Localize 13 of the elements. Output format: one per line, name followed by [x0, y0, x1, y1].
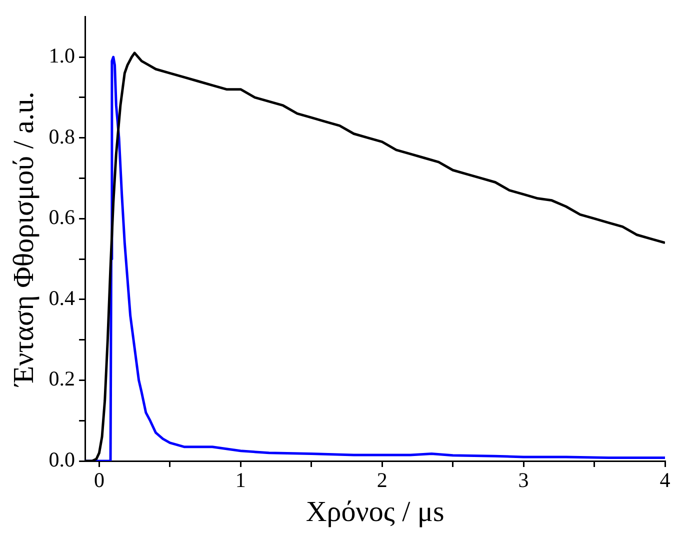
x-tick-label: 0: [94, 468, 104, 492]
x-tick-label: 4: [660, 468, 671, 492]
y-tick-label: 0.0: [48, 448, 76, 472]
y-tick-label: 0.4: [48, 286, 76, 310]
x-tick-label: 3: [518, 468, 529, 492]
x-axis-title: Χρόνος / μs: [306, 496, 444, 528]
x-tick-label: 2: [376, 468, 388, 492]
y-tick-label: 0.2: [48, 366, 76, 391]
y-tick-label: 0.6: [48, 205, 76, 230]
y-axis-title: Ένταση Φθορισμού / a.u.: [8, 92, 40, 388]
x-tick-label: 1: [235, 468, 246, 492]
y-tick-label: 0.8: [48, 124, 76, 148]
y-tick-label: 1.0: [48, 44, 76, 68]
